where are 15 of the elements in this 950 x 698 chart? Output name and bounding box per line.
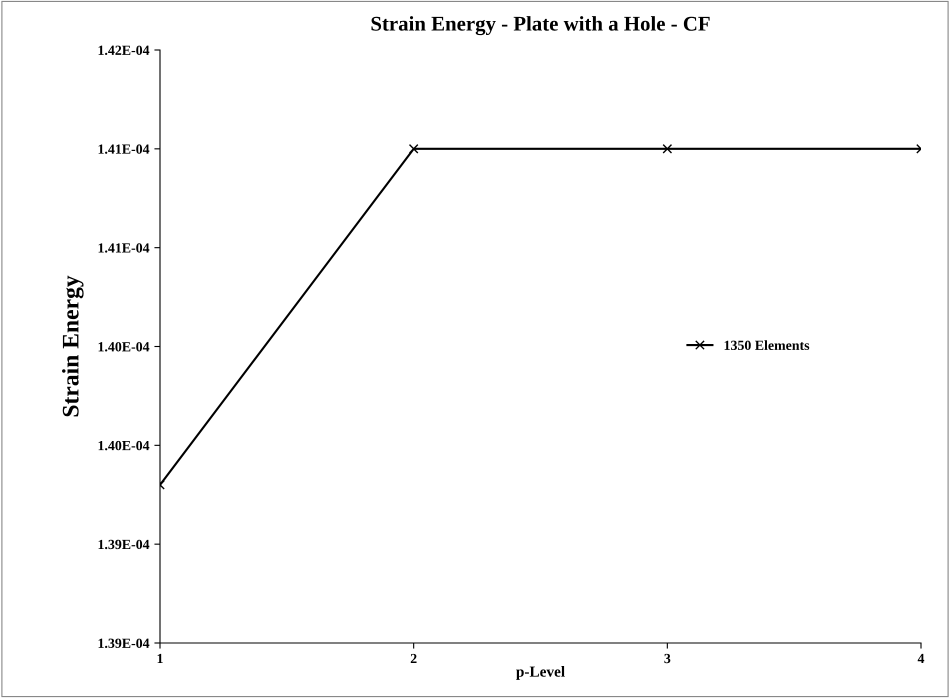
y-tick-label: 1.41E-04 (98, 144, 150, 154)
x-axis-title: p-Level (516, 666, 565, 680)
y-tick-label: 1.40E-04 (98, 342, 150, 352)
y-axis-title: Strain Energy (62, 276, 84, 416)
y-tick-label: 1.40E-04 (98, 440, 150, 450)
x-tick-label: 3 (664, 654, 670, 664)
x-tick-label: 1 (158, 654, 163, 664)
x-tick-label: 2 (410, 654, 417, 664)
legend-label: 1350 Elements (724, 340, 810, 350)
y-tick-label: 1.39E-04 (98, 638, 150, 648)
y-tick-label: 1.39E-04 (98, 540, 150, 550)
y-tick-label: 1.41E-04 (98, 243, 150, 253)
chart-title: Strain Energy - Plate with a Hole - CF (372, 16, 710, 36)
x-tick-label: 4 (918, 654, 924, 664)
y-tick-label: 1.42E-04 (98, 46, 150, 56)
